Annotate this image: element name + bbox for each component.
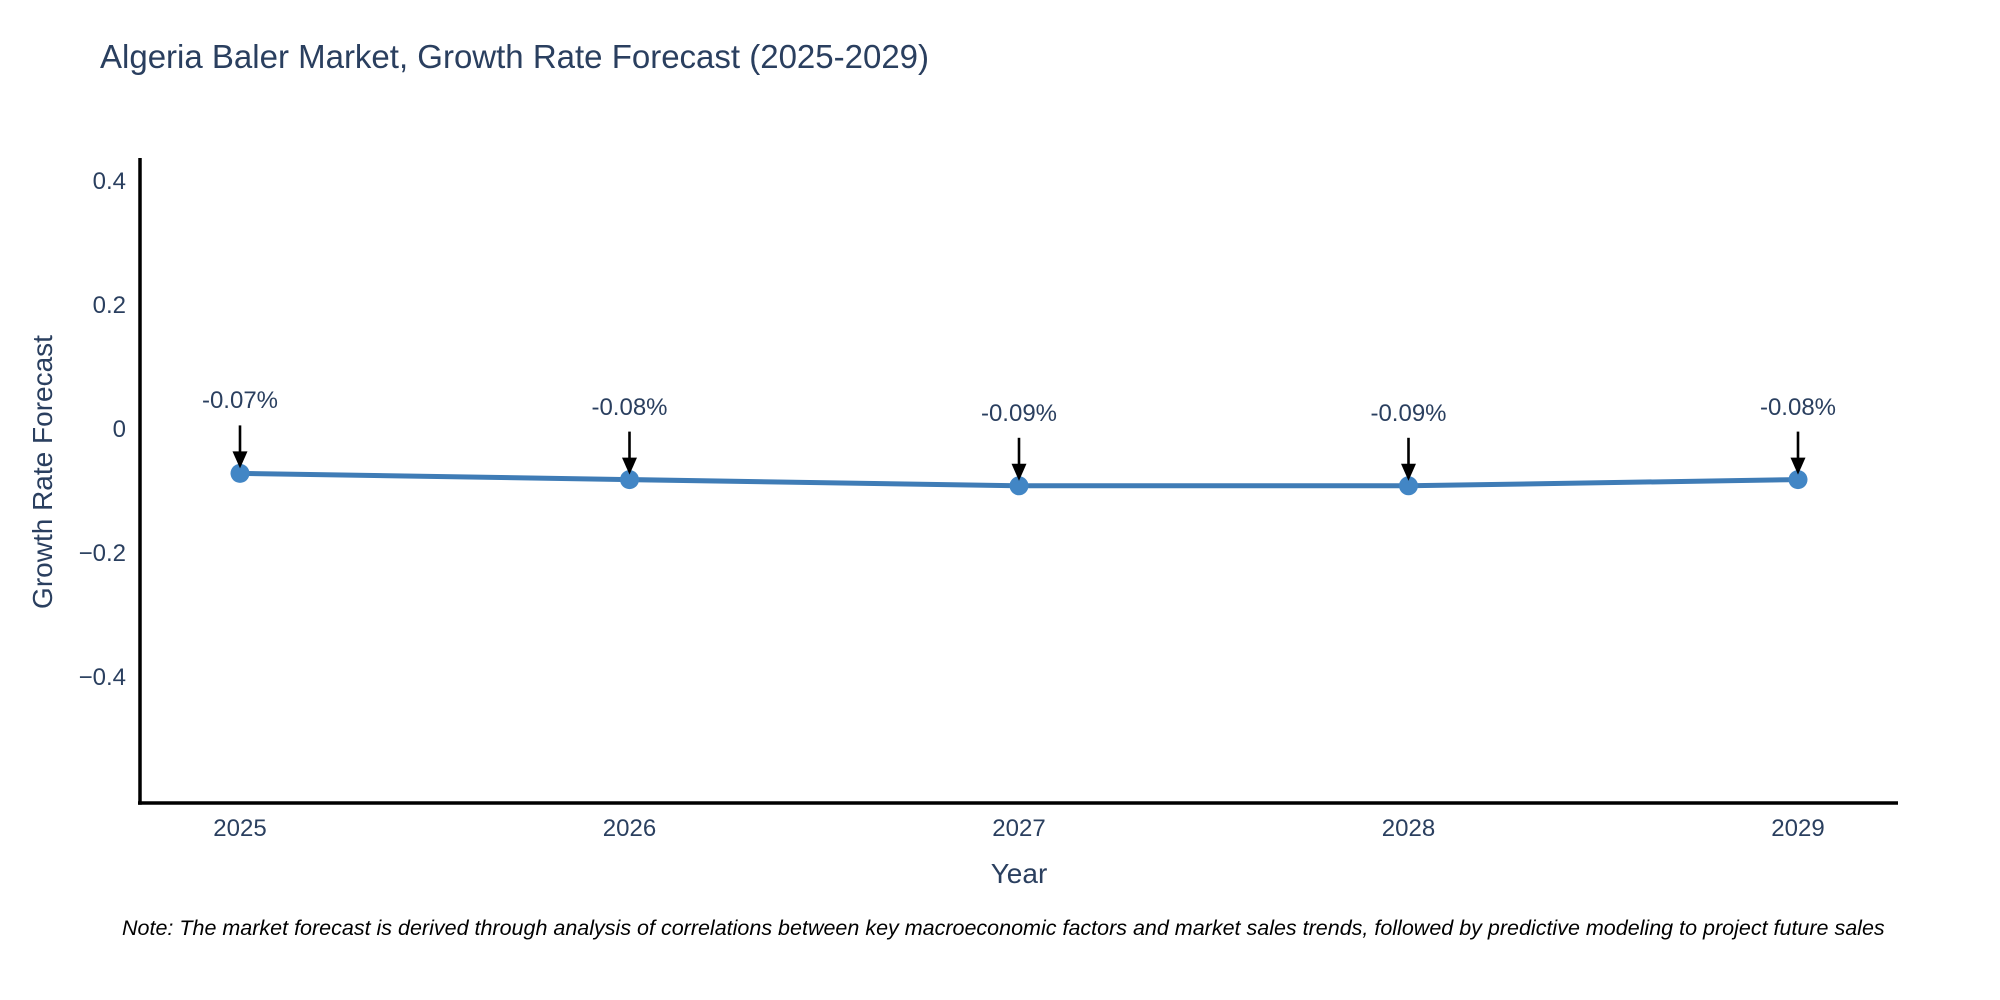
annotation-arrowhead	[232, 451, 248, 469]
data-point-label: -0.08%	[1759, 393, 1837, 421]
chart-title: Algeria Baler Market, Growth Rate Foreca…	[100, 38, 930, 75]
x-tick-label: 2027	[992, 815, 1046, 842]
data-point-label: -0.09%	[980, 399, 1058, 427]
annotation-arrowhead	[622, 457, 637, 475]
annotation-arrowhead	[1401, 463, 1416, 481]
x-axis-title: Year	[990, 858, 1048, 889]
y-tick-label: −0.4	[78, 664, 126, 691]
x-tick-label: 2028	[1381, 815, 1436, 842]
x-tick-label: 2025	[213, 815, 267, 842]
data-point-label: -0.09%	[1370, 399, 1447, 427]
annotation-arrowhead	[1011, 463, 1027, 481]
y-tick-label: 0.2	[92, 292, 126, 319]
data-point[interactable]	[1399, 476, 1418, 496]
data-point[interactable]	[620, 470, 639, 490]
annotation-arrowhead	[1790, 457, 1806, 475]
footnote: Note: The market forecast is derived thr…	[122, 916, 1885, 940]
y-tick-label: −0.2	[78, 540, 126, 567]
x-tick-label: 2026	[602, 815, 657, 842]
data-point-label: -0.07%	[201, 387, 279, 415]
data-point[interactable]	[1788, 470, 1808, 490]
y-tick-label: 0.4	[92, 168, 126, 195]
data-point[interactable]	[230, 463, 250, 483]
x-tick-label: 2029	[1771, 815, 1825, 842]
y-tick-label: 0	[112, 416, 126, 443]
data-point-label: -0.08%	[591, 393, 668, 421]
data-point[interactable]	[1009, 476, 1029, 496]
